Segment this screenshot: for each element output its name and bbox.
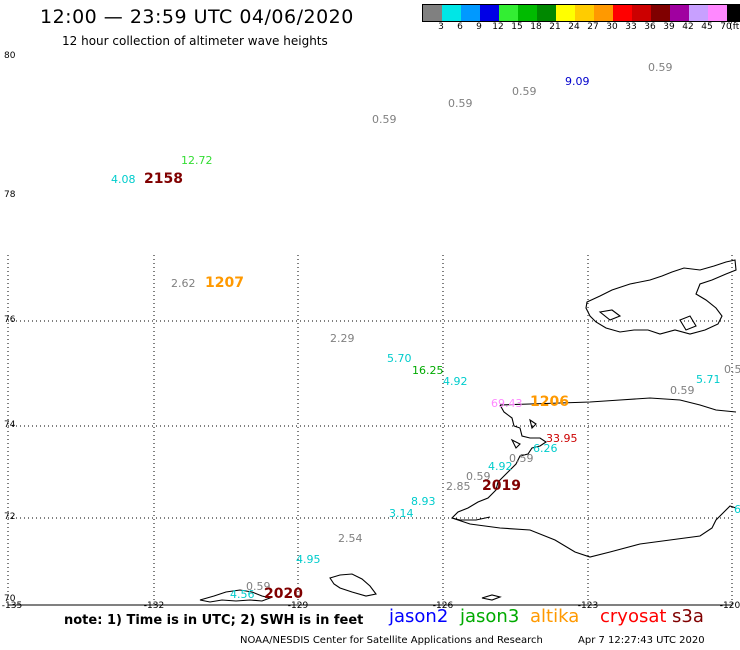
page-subtitle: 12 hour collection of altimeter wave hei… — [62, 34, 328, 48]
legend-swatch — [632, 5, 651, 21]
wave-height-label: 4.56 — [230, 588, 255, 601]
wave-height-label: 33.95 — [546, 432, 578, 445]
legend-swatch — [537, 5, 556, 21]
latitude-label: 74 — [4, 420, 16, 430]
pass-time-label: 2019 — [482, 478, 521, 494]
legend-swatch — [423, 5, 442, 21]
legend-swatch — [442, 5, 461, 21]
wave-height-label: 0.59 — [466, 470, 491, 483]
legend-label: 45 — [701, 22, 713, 32]
pass-time-label: 1207 — [205, 275, 244, 291]
wave-height-label: 0.59 — [509, 452, 534, 465]
wave-height-label: 5.71 — [696, 373, 721, 386]
legend-label: 24 — [568, 22, 580, 32]
legend-swatch — [461, 5, 480, 21]
legend-label: 70 — [720, 22, 732, 32]
legend-label: (ft) — [729, 22, 740, 32]
grid-lines — [7, 255, 733, 605]
longitude-label: -129 — [287, 601, 309, 611]
legend-label: 12 — [492, 22, 504, 32]
wave-height-label: 12.72 — [181, 154, 213, 167]
wave-height-label: 6 — [734, 503, 740, 516]
longitude-label: -123 — [577, 601, 599, 611]
legend-swatch — [689, 5, 708, 21]
legend-swatch — [480, 5, 499, 21]
wave-height-label: 0.59 — [246, 580, 271, 593]
legend-swatch — [518, 5, 537, 21]
wave-height-label: 9.09 — [565, 75, 590, 88]
longitude-label: -126 — [432, 601, 454, 611]
legend-swatch — [708, 5, 727, 21]
longitude-label: -132 — [143, 601, 165, 611]
legend-label: 42 — [682, 22, 694, 32]
wave-height-label: 0.59 — [448, 97, 473, 110]
legend-label: 18 — [530, 22, 542, 32]
wave-height-label: 3.14 — [389, 507, 414, 520]
credit-text: NOAA/NESDIS Center for Satellite Applica… — [240, 635, 543, 646]
pass-time-label: 2158 — [144, 171, 183, 187]
legend-swatch — [613, 5, 632, 21]
satellite-name: jason2 — [389, 606, 449, 627]
legend-label: 21 — [549, 22, 561, 32]
legend-swatch — [727, 5, 740, 21]
longitude-label: -135 — [1, 601, 23, 611]
pass-time-label: 2020 — [264, 586, 303, 602]
wave-height-label: 2.29 — [330, 332, 355, 345]
units-note: note: 1) Time is in UTC; 2) SWH is in fe… — [64, 613, 364, 628]
wave-height-label: 4.92 — [443, 375, 468, 388]
legend-label: 33 — [625, 22, 637, 32]
latitude-label: 78 — [4, 190, 16, 200]
wave-height-label: 5.70 — [387, 352, 412, 365]
legend-swatch — [556, 5, 575, 21]
wave-height-label: 4.95 — [296, 553, 321, 566]
legend-swatch — [594, 5, 613, 21]
wave-height-label: 8.93 — [411, 495, 436, 508]
legend-label: 30 — [606, 22, 618, 32]
legend-swatch — [499, 5, 518, 21]
legend-swatch — [651, 5, 670, 21]
wave-height-label: 4.08 — [111, 173, 136, 186]
satellite-name: cryosat — [600, 606, 667, 627]
latitude-label: 70 — [4, 594, 16, 604]
wave-height-label: 69.43 — [491, 397, 523, 410]
generated-timestamp: Apr 7 12:27:43 UTC 2020 — [578, 635, 705, 646]
legend-label: 6 — [457, 22, 463, 32]
satellite-name: altika — [530, 606, 580, 627]
legend-label: 36 — [644, 22, 656, 32]
longitude-label: -120 — [719, 601, 740, 611]
wave-height-label: 4.92 — [488, 460, 513, 473]
page-title: 12:00 — 23:59 UTC 04/06/2020 — [40, 6, 354, 28]
legend-swatch — [575, 5, 594, 21]
coastline — [199, 259, 737, 603]
wave-height-label: 2.54 — [338, 532, 363, 545]
legend-label: 15 — [511, 22, 523, 32]
wave-height-label: 6.26 — [533, 442, 558, 455]
satellite-name: jason3 — [460, 606, 520, 627]
legend-swatch — [670, 5, 689, 21]
latitude-label: 72 — [4, 512, 16, 522]
wave-height-label: 2.85 — [446, 480, 471, 493]
wave-height-label: 0.59 — [648, 61, 673, 74]
color-legend — [422, 4, 740, 22]
satellite-name: s3a — [672, 606, 704, 627]
legend-label: 9 — [476, 22, 482, 32]
legend-label: 3 — [438, 22, 444, 32]
wave-height-label: 0.59 — [670, 384, 695, 397]
wave-height-label: 0.59 — [372, 113, 397, 126]
latitude-label: 80 — [4, 51, 16, 61]
latitude-label: 76 — [4, 315, 16, 325]
wave-height-label: 0.59 — [512, 85, 537, 98]
legend-label: 27 — [587, 22, 599, 32]
pass-time-label: 1206 — [530, 394, 569, 410]
wave-height-label: 16.25 — [412, 364, 444, 377]
wave-height-label: 2.62 — [171, 277, 196, 290]
legend-label: 39 — [663, 22, 675, 32]
wave-height-label: 0.5 — [724, 363, 740, 376]
